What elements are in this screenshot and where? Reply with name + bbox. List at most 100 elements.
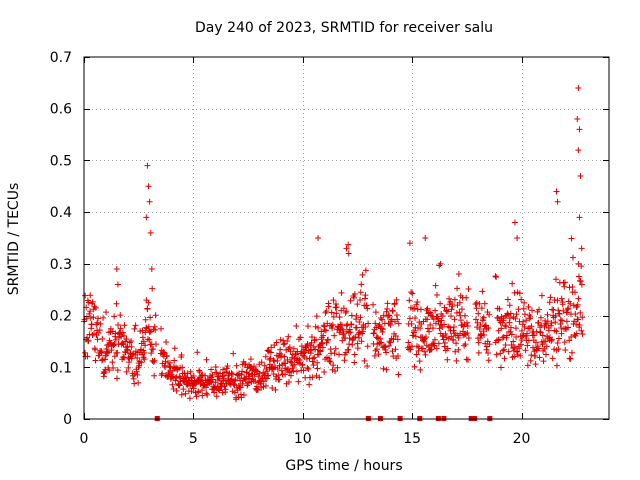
data-point xyxy=(364,305,371,312)
data-point xyxy=(268,344,275,351)
data-point xyxy=(455,346,462,353)
data-point xyxy=(548,337,555,344)
data-point xyxy=(527,357,534,364)
data-point xyxy=(260,378,267,385)
data-point xyxy=(552,312,559,319)
data-point xyxy=(455,334,462,341)
data-point xyxy=(204,391,211,398)
data-point xyxy=(119,329,126,336)
data-point xyxy=(548,336,555,343)
data-point xyxy=(329,325,336,332)
data-point xyxy=(144,305,151,312)
data-point xyxy=(362,267,369,274)
data-point xyxy=(543,321,550,328)
data-point xyxy=(545,327,552,334)
data-point xyxy=(463,356,470,363)
data-point xyxy=(395,320,402,327)
data-point xyxy=(238,394,245,401)
data-point xyxy=(193,393,200,400)
data-point xyxy=(421,348,428,355)
data-point xyxy=(216,387,223,394)
data-point xyxy=(520,318,527,325)
data-point xyxy=(554,198,561,205)
data-point xyxy=(554,297,561,304)
data-point xyxy=(532,352,539,359)
data-point xyxy=(394,316,401,323)
data-point xyxy=(92,357,99,364)
data-point xyxy=(196,367,203,374)
data-point xyxy=(558,330,565,337)
data-point xyxy=(559,301,566,308)
data-point xyxy=(554,339,561,346)
data-point xyxy=(345,250,352,257)
data-point xyxy=(295,378,302,385)
data-point xyxy=(452,348,459,355)
data-point xyxy=(495,336,502,343)
data-point xyxy=(517,352,524,359)
data-point xyxy=(331,332,338,339)
data-point xyxy=(277,346,284,353)
data-point xyxy=(485,357,492,364)
data-point xyxy=(575,295,582,302)
data-point xyxy=(481,331,488,338)
data-point xyxy=(511,344,518,351)
data-point xyxy=(328,309,335,316)
data-point xyxy=(476,300,483,307)
data-point xyxy=(114,367,121,374)
data-point xyxy=(521,311,528,318)
data-point xyxy=(500,317,507,324)
data-point xyxy=(463,319,470,326)
data-point xyxy=(144,336,151,343)
data-point xyxy=(411,327,418,334)
data-point xyxy=(242,361,249,368)
data-point xyxy=(148,266,155,273)
data-point xyxy=(539,332,546,339)
data-point xyxy=(528,307,535,314)
data-point xyxy=(104,349,111,356)
data-point xyxy=(483,343,490,350)
data-point xyxy=(140,354,147,361)
data-point xyxy=(147,314,154,321)
data-point xyxy=(379,329,386,336)
data-point xyxy=(343,245,350,252)
data-point xyxy=(311,337,318,344)
data-point xyxy=(161,349,168,356)
data-point xyxy=(446,324,453,331)
data-point xyxy=(308,333,315,340)
data-point xyxy=(89,298,96,305)
data-point xyxy=(316,374,323,381)
data-point xyxy=(310,362,317,369)
data-point xyxy=(357,296,364,303)
data-point xyxy=(557,317,564,324)
data-point xyxy=(574,116,581,123)
data-point xyxy=(349,341,356,348)
data-point xyxy=(486,311,493,318)
data-point xyxy=(331,350,338,357)
data-point xyxy=(345,329,352,336)
data-point xyxy=(406,297,413,304)
data-point xyxy=(564,309,571,316)
data-point xyxy=(84,334,91,341)
data-point xyxy=(414,298,421,305)
data-point xyxy=(147,229,154,236)
data-point xyxy=(542,351,549,358)
data-point xyxy=(142,342,149,349)
data-point xyxy=(327,358,334,365)
data-point xyxy=(159,370,166,377)
data-point xyxy=(508,341,515,348)
data-point xyxy=(232,376,239,383)
data-point xyxy=(110,364,117,371)
data-point xyxy=(315,235,322,241)
y-tick-label: 0.4 xyxy=(50,205,72,221)
data-point xyxy=(365,320,372,327)
data-point xyxy=(364,343,371,350)
data-point xyxy=(478,305,485,312)
data-point xyxy=(208,366,215,373)
data-point xyxy=(152,327,159,334)
data-point xyxy=(378,316,385,323)
data-point xyxy=(173,387,180,394)
data-point xyxy=(465,334,472,341)
data-point xyxy=(567,300,574,307)
data-point xyxy=(538,292,545,299)
data-point xyxy=(576,214,583,221)
